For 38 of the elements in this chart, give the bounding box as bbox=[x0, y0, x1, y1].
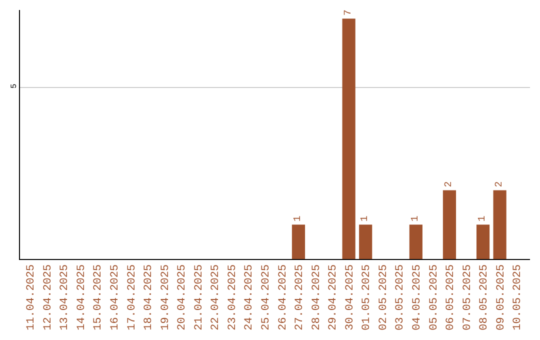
x-tick-label: 20.04.2025 bbox=[176, 264, 189, 330]
x-tick-label: 25.04.2025 bbox=[260, 264, 273, 330]
x-tick-label: 28.04.2025 bbox=[310, 264, 323, 330]
x-tick-label: 10.05.2025 bbox=[512, 264, 524, 330]
x-tick-label: 29.04.2025 bbox=[328, 264, 340, 330]
x-tick-label: 05.05.2025 bbox=[428, 264, 440, 330]
x-tick-label: 04.05.2025 bbox=[411, 264, 424, 330]
x-tick-label: 09.05.2025 bbox=[495, 264, 508, 330]
data-label: 1 bbox=[292, 216, 304, 222]
data-label: 1 bbox=[410, 216, 422, 222]
x-tick-label: 15.04.2025 bbox=[92, 264, 105, 330]
x-tick-label: 08.05.2025 bbox=[478, 264, 491, 330]
x-tick-label: 16.04.2025 bbox=[110, 264, 122, 330]
y-tick-label: 5 bbox=[10, 83, 19, 88]
x-tick-label: 02.05.2025 bbox=[378, 264, 390, 330]
x-tick-label: 06.05.2025 bbox=[445, 264, 458, 330]
x-tick-label: 26.04.2025 bbox=[277, 264, 290, 330]
data-label: 7 bbox=[343, 10, 354, 16]
data-label: 1 bbox=[478, 216, 489, 222]
data-label: 1 bbox=[360, 216, 372, 222]
x-tick-label: 18.04.2025 bbox=[143, 264, 156, 330]
x-tick-label: 21.04.2025 bbox=[193, 264, 206, 330]
x-tick-label: 13.04.2025 bbox=[59, 264, 72, 330]
x-tick-label: 01.05.2025 bbox=[361, 264, 374, 330]
data-label: 2 bbox=[444, 181, 455, 188]
x-tick-label: 27.04.2025 bbox=[294, 264, 306, 330]
data-label: 2 bbox=[494, 181, 506, 188]
x-tick-label: 12.04.2025 bbox=[42, 264, 54, 330]
x-tick-label: 19.04.2025 bbox=[160, 264, 172, 330]
x-tick-label: 24.04.2025 bbox=[244, 264, 256, 330]
x-tick-label: 30.04.2025 bbox=[344, 264, 356, 330]
x-tick-label: 11.04.2025 bbox=[26, 264, 38, 330]
x-tick-label: 03.05.2025 bbox=[394, 264, 407, 330]
x-tick-label: 23.04.2025 bbox=[226, 264, 239, 330]
x-tick-label: 17.04.2025 bbox=[126, 264, 138, 330]
x-tick-label: 22.04.2025 bbox=[210, 264, 222, 330]
x-tick-label: 07.05.2025 bbox=[462, 264, 474, 330]
x-tick-label: 14.04.2025 bbox=[76, 264, 88, 330]
